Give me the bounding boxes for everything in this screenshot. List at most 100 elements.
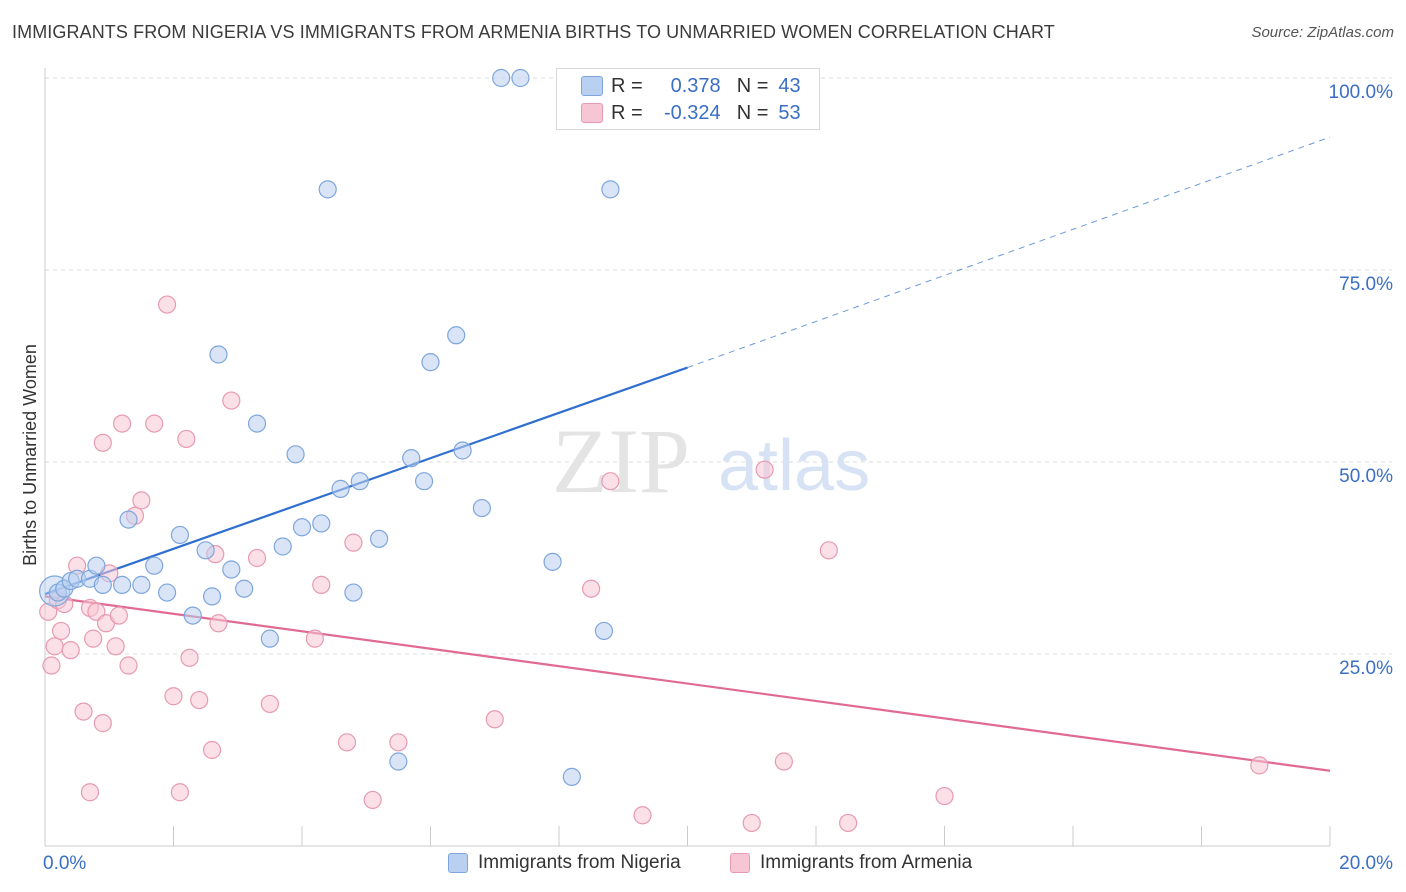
x-tick-label: 20.0% [1339, 853, 1393, 874]
n-value: 53 [778, 101, 801, 124]
legend-item-armenia[interactable]: Immigrants from Armenia [730, 852, 972, 874]
armenia-point [45, 637, 64, 656]
y-tick-label: 75.0% [1339, 274, 1393, 295]
nigeria-point [196, 541, 215, 560]
armenia-point [112, 414, 132, 433]
r-label: R = [611, 101, 643, 124]
legend-item-nigeria[interactable]: Immigrants from Nigeria [448, 852, 681, 874]
nigeria-trend-extension [687, 136, 1331, 369]
nigeria-point [170, 525, 190, 545]
nigeria-point [472, 498, 491, 518]
armenia-point [42, 656, 61, 675]
watermark-zip: ZIP [552, 410, 690, 512]
armenia-point [601, 472, 620, 491]
armenia-point [93, 714, 112, 733]
n-label: N = [736, 101, 769, 124]
nigeria-point [453, 441, 472, 460]
nigeria-point [344, 583, 363, 602]
r-value: -0.324 [663, 101, 721, 124]
armenia-trend-line [44, 595, 1331, 772]
nigeria-point [511, 68, 530, 88]
armenia-point [177, 429, 196, 449]
nigeria-point [183, 606, 202, 625]
armenia-point [180, 648, 199, 667]
nigeria-point [562, 767, 581, 786]
y-axis-label: Births to Unmarried Women [20, 344, 40, 566]
armenia-point [582, 579, 601, 598]
stats-legend: R = 0.378 N = 43 R = -0.324 N = 53 [556, 68, 820, 130]
armenia-point [74, 702, 93, 721]
armenia-point [190, 690, 209, 710]
armenia-point [209, 614, 228, 633]
nigeria-point [93, 575, 112, 594]
armenia-legend-swatch [730, 853, 750, 873]
y-tick-label: 25.0% [1339, 658, 1393, 679]
armenia-points [39, 295, 1269, 833]
armenia-point [119, 656, 138, 675]
r-label: R = [611, 74, 643, 97]
armenia-point [247, 548, 267, 568]
armenia-point [819, 541, 838, 560]
armenia-point [202, 740, 222, 760]
armenia-swatch [581, 103, 603, 123]
legend-label-nigeria: Immigrants from Nigeria [478, 852, 681, 873]
tick-labels: 25.0% 50.0% 75.0% 100.0% 0.0% 20.0% [43, 82, 1393, 874]
armenia-point [93, 433, 112, 452]
nigeria-point [119, 510, 138, 529]
nigeria-point [331, 479, 350, 498]
armenia-point [774, 752, 793, 771]
legend-label-armenia: Immigrants from Armenia [760, 852, 973, 873]
n-value: 43 [778, 74, 801, 97]
x-tick-label: 0.0% [43, 853, 86, 874]
armenia-point [51, 621, 71, 641]
armenia-point [755, 460, 774, 479]
nigeria-point [421, 353, 440, 372]
nigeria-point [292, 518, 312, 537]
armenia-point [157, 295, 177, 314]
y-tick-label: 100.0% [1329, 82, 1394, 103]
nigeria-point [112, 575, 132, 594]
nigeria-point [318, 180, 337, 199]
armenia-point [363, 790, 382, 810]
nigeria-point [209, 345, 228, 364]
nigeria-points [39, 68, 620, 786]
armenia-point [1250, 756, 1269, 775]
armenia-point [742, 813, 761, 833]
y-tick-label: 50.0% [1339, 466, 1393, 487]
armenia-point [106, 637, 125, 656]
nigeria-point [286, 445, 305, 464]
armenia-point [80, 783, 100, 802]
armenia-point [170, 783, 190, 802]
r-value: 0.378 [670, 74, 721, 97]
armenia-point [84, 629, 103, 648]
nigeria-point [273, 537, 292, 556]
armenia-point [222, 391, 241, 410]
nigeria-point [202, 587, 222, 606]
armenia-point [145, 414, 164, 433]
nigeria-point [402, 449, 421, 468]
nigeria-point [543, 552, 562, 571]
nigeria-point [350, 472, 369, 491]
watermark: ZIP atlas [552, 410, 870, 512]
armenia-point [344, 533, 363, 552]
n-label: N = [736, 74, 769, 97]
armenia-point [260, 694, 279, 714]
stats-row-armenia: R = -0.324 N = 53 [581, 100, 801, 126]
chart-title: IMMIGRANTS FROM NIGERIA VS IMMIGRANTS FR… [12, 22, 1055, 42]
armenia-point [935, 786, 954, 806]
nigeria-point [389, 752, 408, 771]
nigeria-point [312, 514, 331, 533]
watermark-atlas: atlas [718, 426, 870, 506]
nigeria-point [235, 579, 254, 598]
nigeria-point [247, 414, 267, 433]
stats-row-nigeria: R = 0.378 N = 43 [581, 73, 801, 99]
nigeria-point [370, 529, 389, 548]
armenia-point [633, 806, 652, 825]
armenia-point [132, 491, 151, 510]
nigeria-point [594, 621, 614, 641]
armenia-point [337, 733, 357, 752]
armenia-point [312, 575, 331, 594]
nigeria-point [222, 560, 241, 579]
armenia-point [305, 629, 324, 648]
